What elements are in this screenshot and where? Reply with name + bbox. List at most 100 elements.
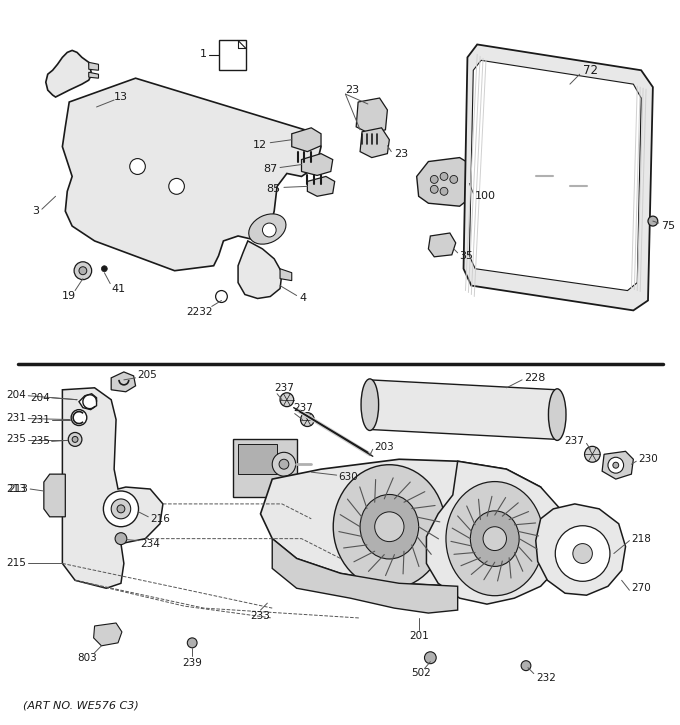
- Circle shape: [430, 175, 438, 183]
- Text: 235: 235: [6, 434, 27, 444]
- Polygon shape: [44, 474, 65, 517]
- Text: 231: 231: [30, 415, 50, 425]
- Circle shape: [648, 216, 658, 226]
- Circle shape: [375, 512, 404, 542]
- Polygon shape: [536, 504, 626, 595]
- Text: 203: 203: [375, 442, 394, 452]
- Text: 216: 216: [150, 514, 170, 523]
- Text: 72: 72: [583, 64, 598, 77]
- Text: 218: 218: [632, 534, 651, 544]
- Circle shape: [450, 175, 458, 183]
- Circle shape: [585, 447, 600, 463]
- Polygon shape: [370, 380, 557, 439]
- Circle shape: [301, 413, 314, 426]
- Circle shape: [169, 178, 184, 194]
- Polygon shape: [426, 461, 565, 604]
- Circle shape: [117, 505, 125, 513]
- Polygon shape: [88, 62, 99, 70]
- Circle shape: [440, 187, 448, 195]
- Text: 100: 100: [475, 191, 496, 202]
- Ellipse shape: [333, 465, 445, 589]
- Text: 3: 3: [33, 206, 39, 216]
- Circle shape: [521, 660, 531, 671]
- Circle shape: [430, 186, 438, 194]
- Text: 205: 205: [137, 370, 157, 380]
- Text: 13: 13: [114, 92, 128, 102]
- Circle shape: [216, 291, 227, 302]
- Text: 41: 41: [112, 283, 125, 294]
- Polygon shape: [469, 60, 641, 291]
- Text: 235: 235: [30, 436, 50, 447]
- Circle shape: [68, 432, 82, 447]
- Polygon shape: [307, 176, 335, 196]
- Text: 231: 231: [6, 413, 27, 423]
- Text: 237: 237: [274, 383, 294, 393]
- Polygon shape: [218, 41, 246, 70]
- Polygon shape: [356, 98, 388, 134]
- Polygon shape: [238, 241, 282, 299]
- Polygon shape: [112, 372, 135, 392]
- Text: 87: 87: [263, 165, 277, 175]
- Text: 204: 204: [7, 390, 27, 399]
- Text: (ART NO. WE576 C3): (ART NO. WE576 C3): [23, 700, 139, 710]
- Polygon shape: [46, 51, 92, 97]
- Text: 204: 204: [30, 393, 50, 402]
- Text: 803: 803: [77, 652, 97, 663]
- Polygon shape: [417, 157, 473, 206]
- Text: 234: 234: [141, 539, 160, 549]
- Circle shape: [280, 393, 294, 407]
- Text: 239: 239: [182, 658, 202, 668]
- Circle shape: [103, 491, 139, 527]
- Circle shape: [115, 533, 126, 544]
- Text: 230: 230: [639, 455, 658, 464]
- Ellipse shape: [446, 481, 543, 596]
- Polygon shape: [238, 444, 277, 474]
- Polygon shape: [280, 269, 292, 281]
- Polygon shape: [63, 78, 321, 270]
- Polygon shape: [88, 72, 99, 78]
- Circle shape: [130, 159, 146, 175]
- Text: 237: 237: [564, 436, 585, 447]
- Circle shape: [608, 457, 624, 473]
- Polygon shape: [79, 394, 97, 410]
- Polygon shape: [602, 452, 633, 479]
- Circle shape: [71, 410, 87, 426]
- Circle shape: [279, 459, 289, 469]
- Ellipse shape: [360, 494, 419, 559]
- Text: 35: 35: [460, 251, 474, 261]
- Circle shape: [440, 173, 448, 181]
- Polygon shape: [260, 459, 554, 587]
- Polygon shape: [63, 388, 163, 588]
- Polygon shape: [428, 233, 456, 257]
- Text: 1: 1: [200, 49, 207, 59]
- Ellipse shape: [361, 379, 379, 431]
- Circle shape: [424, 652, 436, 663]
- Text: 232: 232: [536, 673, 556, 682]
- Text: 23: 23: [394, 149, 409, 159]
- Polygon shape: [301, 154, 333, 175]
- Polygon shape: [464, 44, 653, 310]
- Text: 4: 4: [300, 292, 307, 302]
- Polygon shape: [360, 128, 390, 157]
- Text: 23: 23: [345, 85, 360, 95]
- Text: 630: 630: [339, 472, 358, 482]
- Circle shape: [556, 526, 610, 581]
- Text: 228: 228: [524, 373, 545, 383]
- Text: 270: 270: [632, 583, 651, 593]
- Circle shape: [262, 223, 276, 237]
- Text: 12: 12: [253, 140, 267, 149]
- Text: 213: 213: [8, 484, 29, 494]
- Circle shape: [74, 262, 92, 280]
- Circle shape: [79, 267, 87, 275]
- Ellipse shape: [549, 389, 566, 440]
- Circle shape: [613, 463, 619, 468]
- Ellipse shape: [471, 511, 519, 566]
- Circle shape: [72, 436, 78, 442]
- Circle shape: [101, 266, 107, 272]
- Text: 213: 213: [6, 484, 27, 494]
- Text: 237: 237: [294, 402, 313, 413]
- Polygon shape: [292, 128, 321, 152]
- Text: 75: 75: [661, 221, 675, 231]
- Circle shape: [483, 527, 507, 550]
- Circle shape: [272, 452, 296, 476]
